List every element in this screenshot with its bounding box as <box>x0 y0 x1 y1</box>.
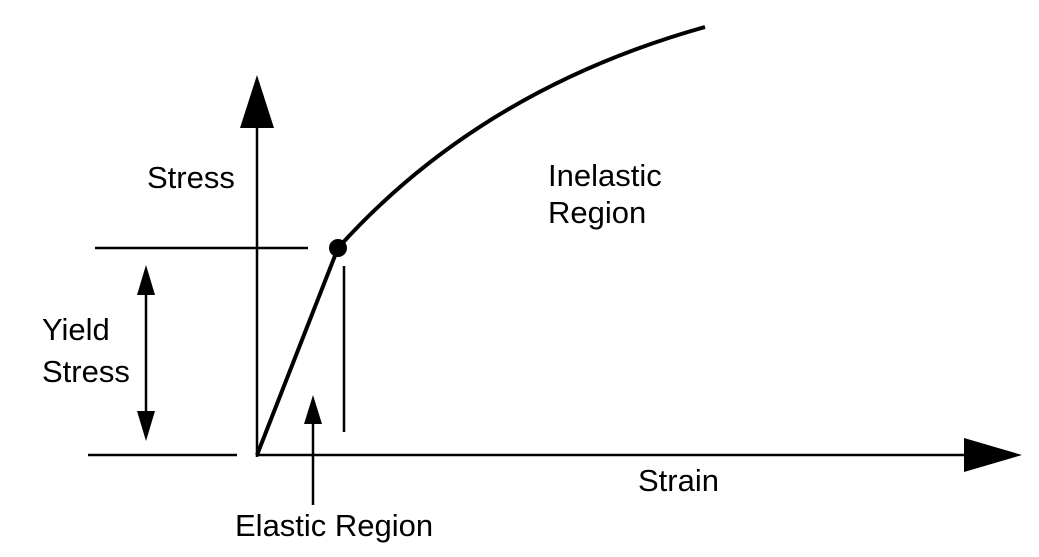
x-axis-arrowhead <box>964 438 1022 472</box>
arrowhead <box>137 411 155 441</box>
yield-stress-label: Yield <box>42 312 110 347</box>
elastic-region-label: Elastic Region <box>235 508 433 543</box>
yield-stress-label: Stress <box>42 354 130 389</box>
stress-strain-curve <box>255 25 706 456</box>
arrowhead <box>304 395 322 424</box>
region-label: Region <box>548 195 646 230</box>
yield-point <box>329 239 347 257</box>
x-axis-label: Strain <box>638 463 719 498</box>
arrowhead <box>137 265 155 295</box>
region-label: Inelastic <box>548 158 662 193</box>
y-axis-arrowhead <box>240 75 274 128</box>
y-axis-label: Stress <box>147 160 235 195</box>
